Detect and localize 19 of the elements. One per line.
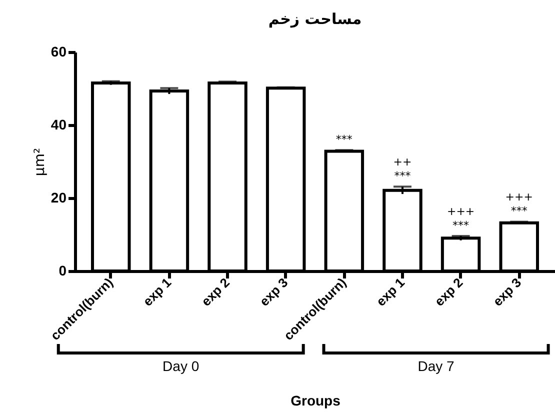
x-tick-label: exp 3 [256,274,291,309]
text: Day 7 [418,358,454,374]
x-tick-label: exp 2 [198,274,232,309]
text: Day 0 [162,358,200,374]
x-tick-label: exp 3 [490,274,524,309]
data-label: ++ *** [393,156,412,183]
y-tick-label: 0 [58,262,67,278]
data-label: *** [336,133,353,146]
chart-title: مساحت زخم [268,10,362,28]
x-tick-label: exp 2 [432,274,466,309]
data-label: +++ *** [505,190,533,218]
x-tick-label: exp 1 [140,274,174,309]
data-label: +++ *** [446,204,475,232]
x-axis-title: Groups [290,392,341,408]
y-tick-label: 60 [50,44,67,60]
y-tick-label: 20 [50,190,67,206]
y-axis-title: μm² [32,148,48,176]
x-tick-label: exp 1 [373,274,408,309]
y-tick-label: 40 [50,116,67,132]
